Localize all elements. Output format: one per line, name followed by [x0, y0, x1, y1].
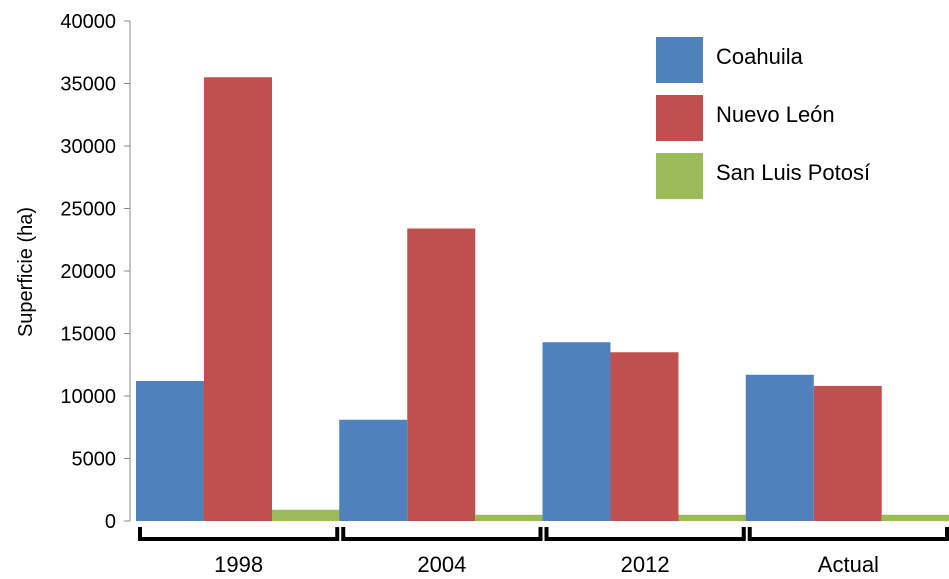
legend-swatch — [656, 95, 703, 141]
bars — [136, 77, 949, 521]
y-tick-label: 30000 — [60, 136, 116, 158]
legend-swatch — [656, 37, 703, 83]
y-tick-label: 25000 — [60, 199, 116, 221]
legend: Coahuila Nuevo León San Luis Potosí — [656, 37, 870, 199]
x-group-bracket — [544, 527, 746, 541]
bar-nuevo-le-n-1998 — [204, 77, 272, 521]
bar-nuevo-le-n-actual — [813, 386, 882, 521]
bar-coahuila-2004 — [339, 419, 408, 521]
y-tick-label: 35000 — [60, 74, 116, 96]
y-tick-label: 10000 — [60, 386, 116, 408]
x-group-bracket — [747, 527, 949, 541]
bar-san-luis-potos--1998 — [272, 509, 340, 521]
y-tick-label: 15000 — [60, 324, 116, 346]
y-tick-label: 0 — [105, 511, 116, 533]
legend-swatch — [656, 153, 703, 199]
y-tick-label: 5000 — [72, 449, 117, 471]
bar-coahuila-2012 — [542, 342, 611, 521]
x-tick-label: 2004 — [417, 552, 466, 577]
y-axis-title: Superficie (ha) — [15, 207, 37, 337]
x-group-bracket — [341, 527, 543, 541]
bar-nuevo-le-n-2004 — [407, 228, 476, 521]
x-tick-label: 1998 — [214, 552, 263, 577]
bar-san-luis-potos--2004 — [475, 514, 544, 521]
legend-label: San Luis Potosí — [716, 160, 870, 185]
bar-san-luis-potos--2012 — [678, 514, 747, 521]
bar-san-luis-potos--actual — [881, 514, 949, 521]
bar-coahuila-actual — [745, 374, 814, 521]
y-axis: 0 5000 10000 15000 20000 25000 30000 35000 40000 — [60, 11, 131, 533]
x-axis: 1998 2004 2012 Actual — [138, 527, 949, 577]
legend-label: Nuevo León — [716, 102, 835, 127]
y-tick-label: 40000 — [60, 11, 116, 33]
bar-coahuila-1998 — [136, 381, 204, 521]
bar-nuevo-le-n-2012 — [610, 352, 679, 521]
legend-label: Coahuila — [716, 44, 804, 69]
x-tick-label: Actual — [818, 552, 879, 577]
x-tick-label: 2012 — [621, 552, 670, 577]
x-group-bracket — [138, 527, 340, 541]
y-tick-label: 20000 — [60, 261, 116, 283]
